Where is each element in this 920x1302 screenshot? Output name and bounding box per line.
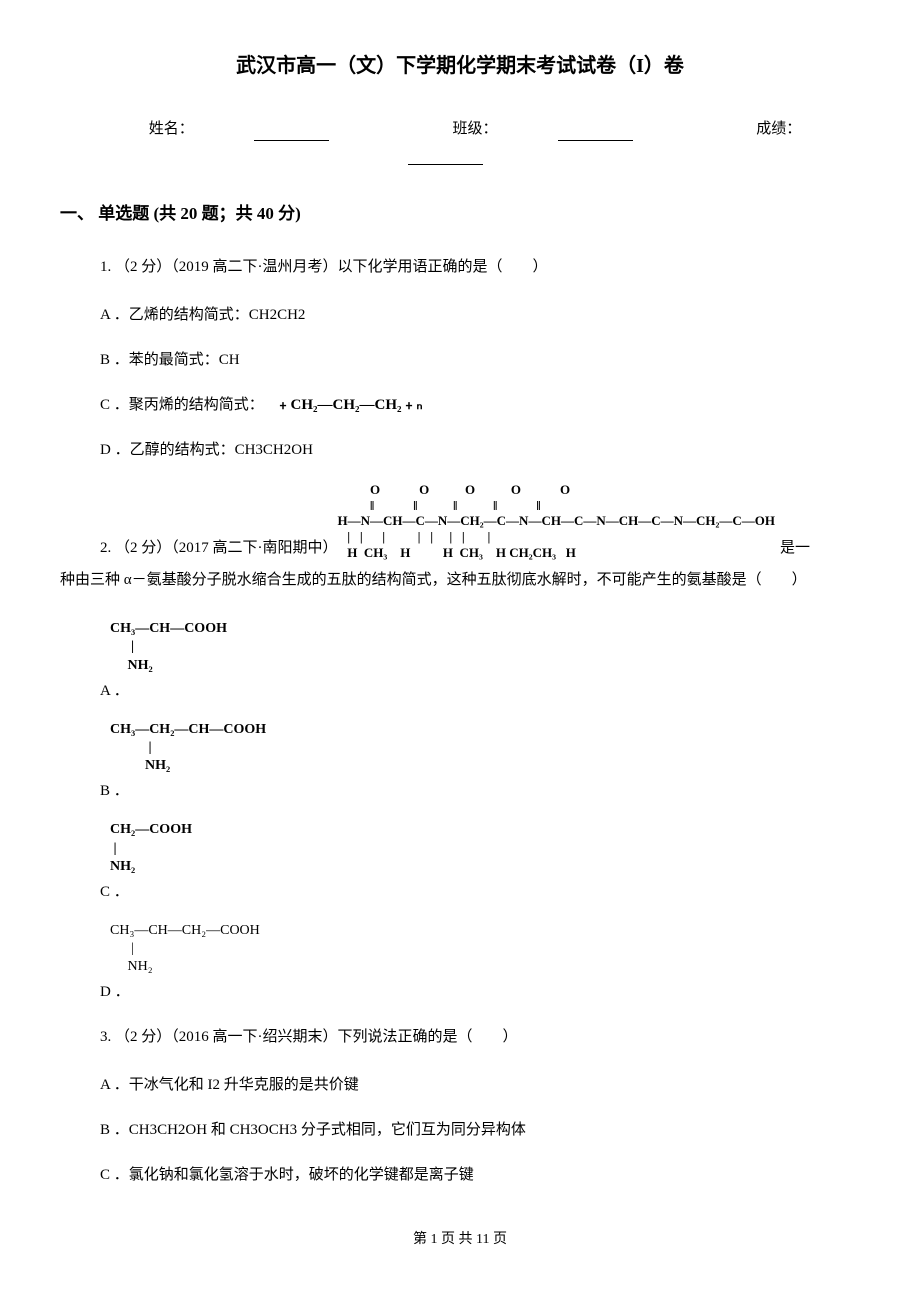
q2-option-d: CH₃—CH—CH₂—COOH | NH₂ D ． <box>100 922 860 1005</box>
q1-option-c-formula: ﹢CH₂—CH₂—CH₂﹢ₙ <box>276 392 423 419</box>
q3-option-b: B ．CH3CH2OH 和 CH3OCH3 分子式相同，它们互为同分异构体 <box>100 1117 860 1144</box>
score-label: 成绩： <box>756 121 801 137</box>
q1-option-b: B ．苯的最简式：CH <box>100 347 860 374</box>
q1-option-a: A ．乙烯的结构简式：CH2CH2 <box>100 302 860 329</box>
q2-stem-container: 2. （2 分）（2017 高二下·南阳期中） O O O O O ‖ ‖ ‖ … <box>60 482 860 560</box>
q3-option-c: C ．氯化钠和氯化氢溶于水时，破坏的化学键都是离子键 <box>100 1162 860 1189</box>
q2-option-c: CH₂—COOH | NH₂ C ． <box>100 821 860 904</box>
q2-option-d-label: D ． <box>100 980 260 1004</box>
q2-option-b: CH₃—CH₂—CH—COOH | NH₂ B ． <box>100 721 860 804</box>
q3-stem: 3. （2 分）（2016 高一下·绍兴期末）下列说法正确的是（ ） <box>100 1022 860 1052</box>
q2-option-c-structure: CH₂—COOH | NH₂ <box>110 821 192 876</box>
q2-option-a-label: A ． <box>100 679 227 703</box>
q3-option-a: A ．干冰气化和 I2 升华克服的是共价键 <box>100 1072 860 1099</box>
class-label: 班级： <box>452 121 497 137</box>
q1-option-c: C ．聚丙烯的结构简式： ﹢CH₂—CH₂—CH₂﹢ₙ <box>100 392 860 419</box>
q2-prefix: 2. （2 分）（2017 高二下·南阳期中） <box>100 536 338 560</box>
q2-continuation: 种由三种 α－氨基酸分子脱水缩合生成的五肽的结构简式，这种五肽彻底水解时，不可能… <box>60 565 860 595</box>
q2-option-c-label: C ． <box>100 880 192 904</box>
page-footer: 第 1 页 共 11 页 <box>60 1229 860 1251</box>
q2-option-b-structure: CH₃—CH₂—CH—COOH | NH₂ <box>110 721 266 776</box>
q1-stem: 1. （2 分）（2019 高二下·温州月考）以下化学用语正确的是（ ） <box>100 252 860 282</box>
student-info-row: 姓名： 班级： 成绩： <box>60 117 860 165</box>
exam-title: 武汉市高一（文）下学期化学期末考试试卷（I）卷 <box>60 50 860 82</box>
q2-option-a-structure: CH₃—CH—COOH | NH₂ <box>110 620 227 675</box>
score-blank <box>408 149 483 165</box>
q2-option-d-structure: CH₃—CH—CH₂—COOH | NH₂ <box>110 922 260 977</box>
q2-option-b-label: B ． <box>100 779 266 803</box>
section-header: 一、 单选题 (共 20 题；共 40 分) <box>60 200 860 227</box>
name-blank <box>254 125 329 141</box>
name-label: 姓名： <box>149 121 194 137</box>
name-field: 姓名： <box>119 121 363 137</box>
q2-option-a: CH₃—CH—COOH | NH₂ A ． <box>100 620 860 703</box>
class-blank <box>558 125 633 141</box>
q1-option-c-prefix: C ．聚丙烯的结构简式： <box>100 397 264 413</box>
q2-peptide-structure: O O O O O ‖ ‖ ‖ ‖ ‖ H—N—CH—C—N—CH₂—C—N—C… <box>338 482 776 560</box>
q2-suffix: 是一 <box>780 536 810 560</box>
q1-option-d: D ．乙醇的结构式：CH3CH2OH <box>100 437 860 464</box>
class-field: 班级： <box>422 121 666 137</box>
